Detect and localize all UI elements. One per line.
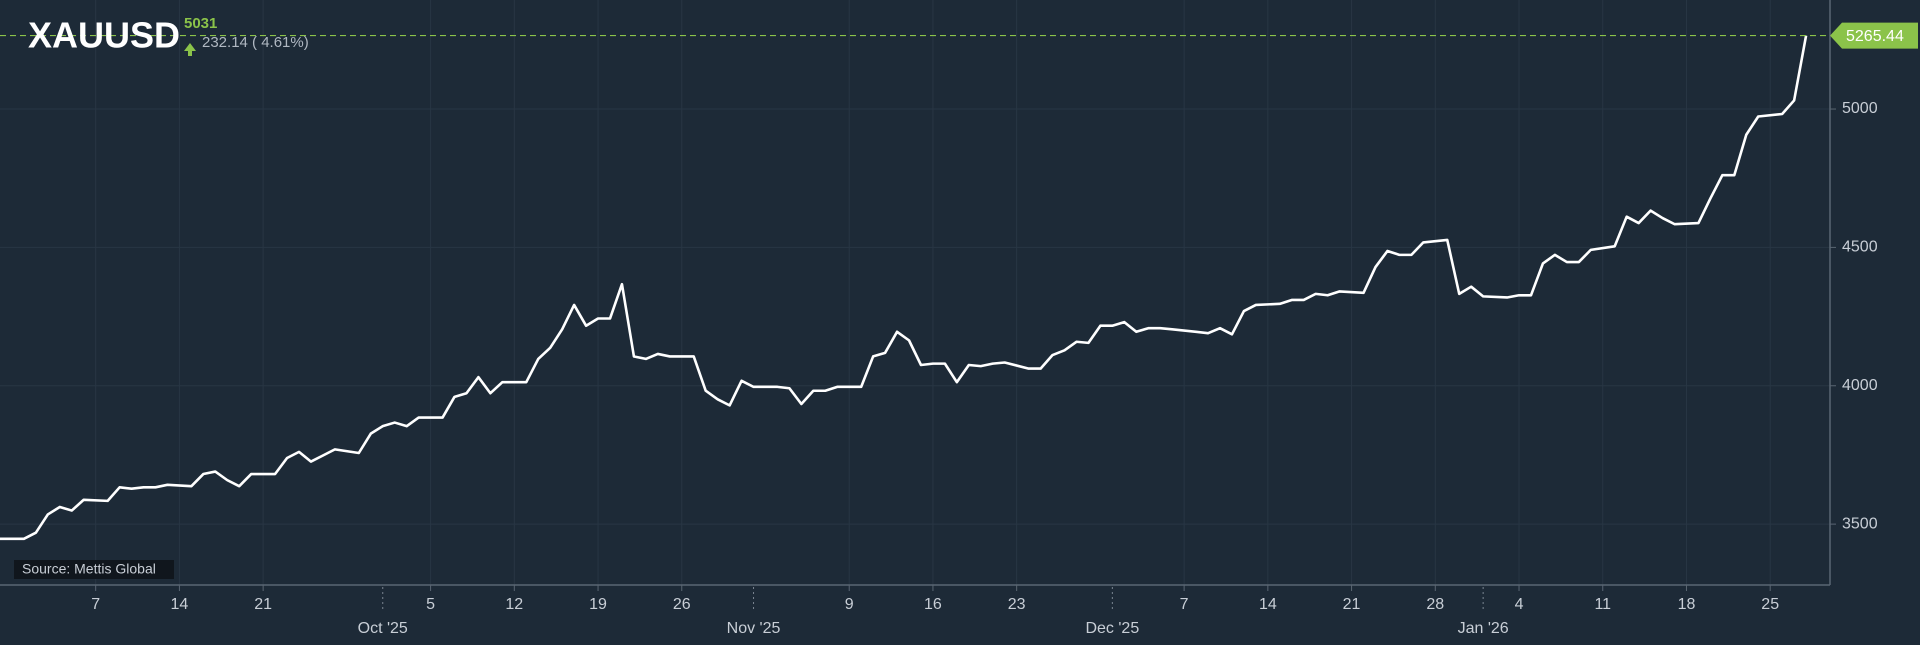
x-tick-label: 18 <box>1678 596 1696 613</box>
y-tick-label: 4000 <box>1842 377 1878 394</box>
x-tick-label: 11 <box>1594 596 1611 613</box>
x-month-label: Jan '26 <box>1458 620 1509 637</box>
plot <box>0 34 1830 541</box>
x-tick-label: 21 <box>254 596 272 613</box>
x-tick-label: 26 <box>673 596 691 613</box>
x-tick-label: 21 <box>1343 596 1361 613</box>
y-tick-label: 3500 <box>1842 515 1878 532</box>
y-tick-label: 5000 <box>1842 100 1878 117</box>
y-tick-label: 4500 <box>1842 239 1878 256</box>
x-tick-label: 7 <box>1180 596 1189 613</box>
x-tick-label: 16 <box>924 596 942 613</box>
header-price: 5031 <box>184 15 217 32</box>
grid <box>0 0 1836 611</box>
x-tick-label: 23 <box>1008 596 1026 613</box>
x-tick-label: 7 <box>91 596 100 613</box>
x-tick-label: 19 <box>589 596 607 613</box>
x-tick-label: 5 <box>426 596 435 613</box>
source-box <box>14 560 174 579</box>
x-month-label: Nov '25 <box>727 620 781 637</box>
source: Source: Mettis Global <box>22 561 156 577</box>
x-tick-label: 14 <box>1259 596 1277 613</box>
x-month-label: Dec '25 <box>1085 620 1139 637</box>
price-line <box>0 35 1808 541</box>
x-month-label: Oct '25 <box>358 620 408 637</box>
x-tick-label: 14 <box>171 596 189 613</box>
x-tick-label: 9 <box>845 596 854 613</box>
x-tick-label: 12 <box>505 596 523 613</box>
x-tick-label: 25 <box>1761 596 1779 613</box>
header-change: 232.14 ( 4.61%) <box>202 34 309 51</box>
last-price-tag <box>1830 22 1918 49</box>
last-price-label: 5265.44 <box>1846 28 1904 45</box>
ticker: XAUUSD <box>28 15 180 56</box>
up-arrow <box>184 43 196 56</box>
x-tick-label: 28 <box>1426 596 1444 613</box>
x-tick-label: 4 <box>1515 596 1524 613</box>
